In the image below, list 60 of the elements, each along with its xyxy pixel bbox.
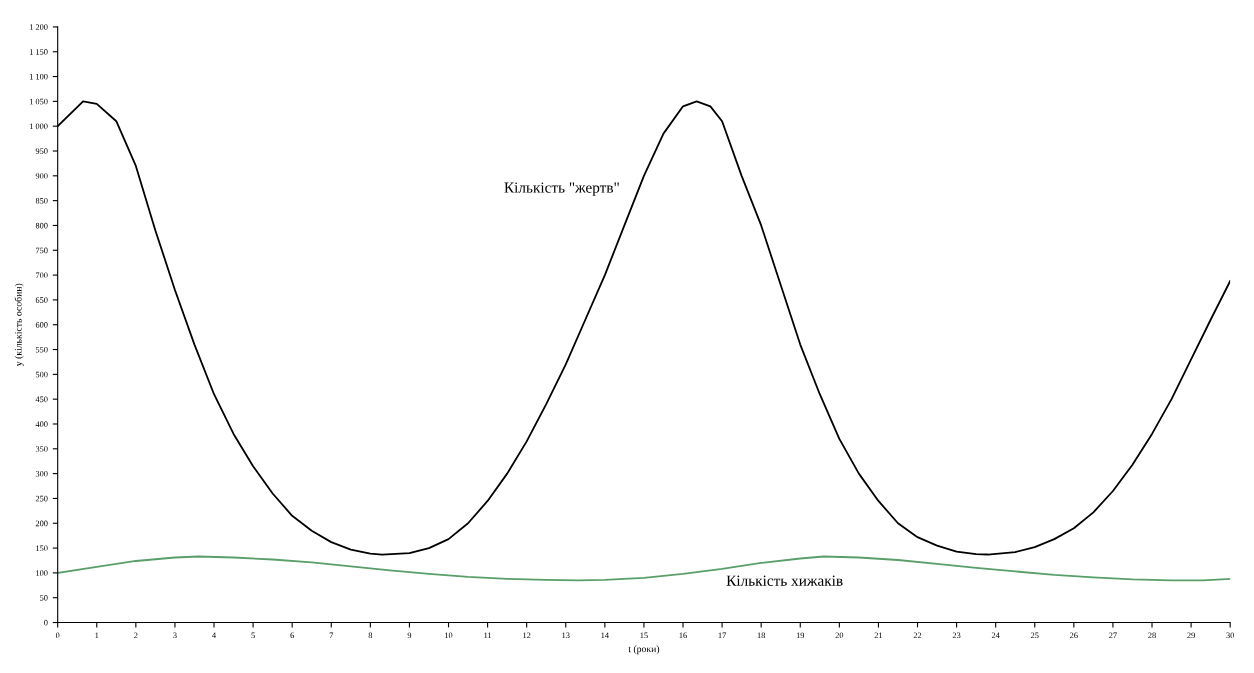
x-tick-label: 10 [445,632,453,639]
y-tick-label: 100 [36,570,48,576]
y-axis-title: y (кількість особин) [14,283,24,367]
y-tick-label: 550 [35,346,48,353]
y-tick-label: 400 [35,421,48,427]
y-tick-label: 1 000 [29,123,48,130]
x-tick-label: 21 [874,632,883,639]
x-tick-label: 3 [173,632,177,639]
x-tick-label: 9 [407,632,412,639]
x-tick-label: 2 [134,632,138,639]
x-tick-label: 5 [251,632,255,639]
annotation: Кількість хижаків [726,575,843,586]
y-tick-label: 300 [35,470,48,477]
y-tick-label: 0 [44,619,48,626]
x-tick-label: 15 [640,632,648,639]
y-tick-label: 200 [35,520,48,527]
x-tick-label: 25 [1030,632,1039,639]
y-tick-label: 900 [35,173,48,179]
y-tick-label: 250 [35,495,48,502]
x-tick-label: 29 [1187,632,1195,639]
annotation: Кількість "жертв" [504,182,619,196]
x-tick-label: 6 [290,632,295,639]
y-tick-label: 350 [35,446,48,452]
x-axis-title: t (роки) [628,645,660,655]
x-tick-label: 8 [368,632,373,639]
x-tick-label: 1 [95,632,99,639]
y-tick-label: 1 200 [29,24,48,30]
y-tick-label: 1 150 [29,49,48,55]
x-tick-label: 24 [991,632,1000,639]
x-tick-label: 14 [601,632,609,639]
x-tick-label: 26 [1070,632,1078,639]
y-tick-label: 450 [35,396,48,403]
x-tick-label: 7 [329,632,334,639]
x-tick-label: 28 [1148,632,1156,639]
x-tick-label: 20 [835,632,844,639]
x-tick-label: 23 [952,632,961,639]
y-tick-label: 650 [35,297,48,303]
y-tick-label: 1 050 [29,98,48,105]
x-tick-label: 17 [718,632,727,639]
y-tick-label: 850 [35,197,48,204]
y-tick-label: 600 [35,322,48,328]
x-tick-label: 22 [913,632,922,639]
x-tick-label: 12 [523,632,531,639]
x-tick-label: 27 [1109,632,1117,639]
y-tick-label: 700 [36,272,48,279]
y-tick-label: 150 [36,545,48,552]
x-tick-label: 0 [55,632,60,639]
y-tick-label: 50 [40,595,48,601]
x-tick-label: 13 [562,632,570,639]
x-tick-label: 18 [757,632,766,639]
y-tick-label: 800 [35,222,48,229]
y-tick-label: 1 100 [29,73,48,80]
x-tick-label: 19 [796,632,805,639]
x-tick-label: 11 [484,632,492,639]
x-tick-label: 4 [212,632,216,639]
y-tick-label: 950 [35,148,48,154]
y-tick-label: 500 [35,371,48,378]
x-tick-label: 16 [679,632,687,639]
y-tick-label: 750 [36,247,48,254]
x-tick-label: 30 [1226,632,1235,639]
